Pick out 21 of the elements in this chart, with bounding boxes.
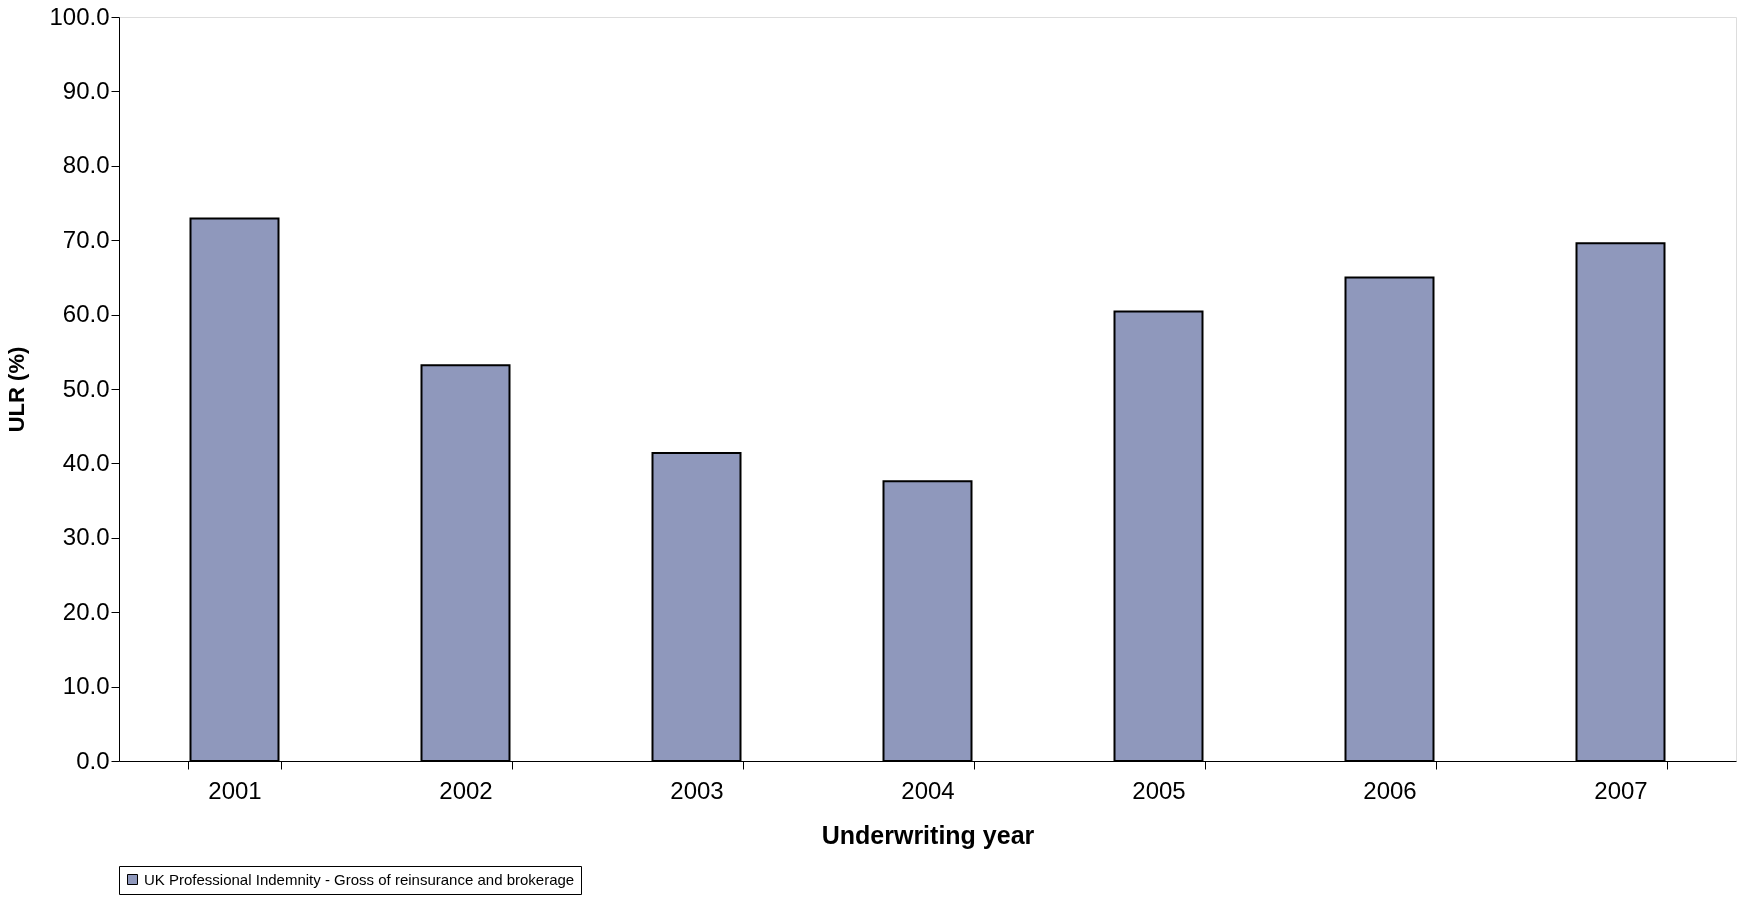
y-tick-label: 70.0 [62,225,110,253]
x-tick-label: 2001 [208,776,262,804]
x-tick-label: 2006 [1363,776,1417,804]
y-tick-label: 100.0 [49,2,110,30]
y-tick-label: 40.0 [62,448,110,476]
y-tick-label: 10.0 [62,672,110,700]
y-tick-label: 0.0 [76,746,110,774]
x-tick-label: 2005 [1132,776,1186,804]
y-tick-label: 90.0 [62,76,110,104]
y-tick-label: 60.0 [62,300,110,328]
y-tick-label: 30.0 [62,523,110,551]
x-tick-label: 2002 [439,776,493,804]
x-tick-label: 2003 [670,776,724,804]
y-tick-label: 80.0 [62,151,110,179]
y-axis-title: ULR (%) [4,346,30,433]
x-tick-label: 2004 [901,776,955,804]
y-tick-label: 20.0 [62,597,110,625]
legend-label: UK Professional Indemnity - Gross of reinsurance and brokerage [144,870,575,888]
x-tick-label: 2007 [1594,776,1648,804]
x-axis-title: Underwriting year [821,820,1035,849]
y-tick-label: 50.0 [62,374,110,402]
